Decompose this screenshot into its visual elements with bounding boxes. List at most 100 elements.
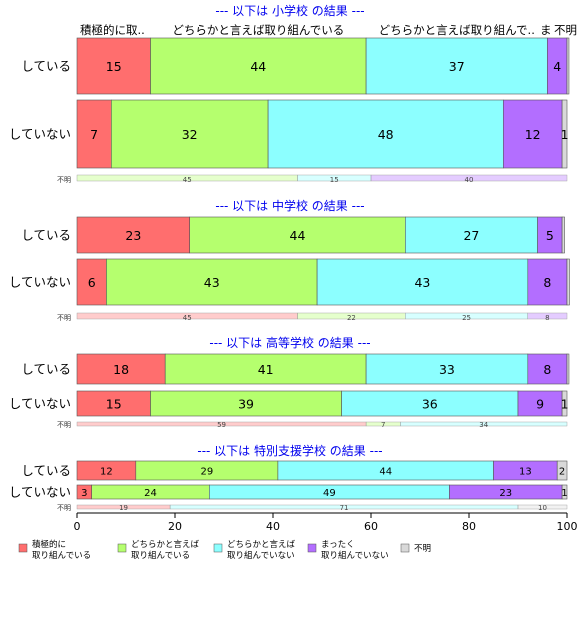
bar-value-label: 1: [561, 127, 569, 142]
panel-title: --- 以下は 高等学校 の結果 ---: [209, 335, 370, 350]
bar-segment: [150, 37, 367, 95]
legend-label: 積極的に取り組んでいる: [32, 539, 91, 561]
row-label: していない: [9, 485, 71, 500]
bar-value-label: 32: [182, 127, 198, 142]
bar-value-label: 33: [439, 362, 455, 377]
unknown-bar-segment: [527, 312, 568, 320]
unknown-bar-value-label: 8: [545, 314, 549, 322]
bar-segment: [561, 99, 568, 169]
legend-swatch: [117, 543, 127, 553]
bar-value-label: 7: [90, 127, 98, 142]
bar-value-label: 24: [144, 488, 157, 499]
bar-segment: [150, 390, 342, 417]
bar-value-label: 27: [463, 228, 479, 243]
top-category-label: ま: [540, 23, 552, 37]
row-label: している: [21, 59, 71, 74]
bar-segment: [537, 216, 563, 254]
bar-segment: [316, 258, 529, 306]
bar-value-label: 3: [81, 488, 87, 499]
bar-segment: [566, 258, 570, 306]
row-label: していない: [9, 127, 71, 142]
bar-value-label: 8: [543, 275, 551, 290]
legend-label: どちらかと言えば取り組んでいる: [131, 539, 200, 561]
bar-value-label: 18: [113, 362, 129, 377]
bar-value-label: 43: [204, 275, 220, 290]
bar-value-label: 9: [536, 396, 544, 411]
unknown-bar-value-label: 10: [538, 504, 547, 512]
bar-segment: [517, 390, 563, 417]
bar-segment: [267, 99, 504, 169]
panel-title: --- 以下は 中学校 の結果 ---: [215, 198, 364, 213]
legend-swatch: [307, 543, 317, 553]
bar-value-label: 44: [379, 466, 392, 477]
bar-segment: [527, 258, 568, 306]
bar-value-label: 2: [559, 466, 565, 477]
legend-label: まったく取り組んでいない: [321, 540, 389, 561]
bar-segment: [189, 216, 406, 254]
top-category-label: 不明: [554, 23, 577, 37]
bar-value-label: 23: [499, 488, 512, 499]
bar-value-label: 12: [100, 466, 113, 477]
bar-value-label: 15: [106, 396, 122, 411]
x-tick-label: 80: [462, 520, 476, 533]
bar-segment: [76, 258, 107, 306]
bar-segment: [76, 99, 112, 169]
bar-segment: [76, 37, 151, 95]
bar-segment: [561, 484, 568, 500]
unknown-bar-value-label: 45: [183, 314, 192, 322]
unknown-bar-segment: [370, 174, 568, 182]
bar-value-label: 39: [238, 396, 254, 411]
bar-value-label: 41: [258, 362, 274, 377]
bar-segment: [341, 390, 519, 417]
unknown-bar-value-label: 22: [347, 314, 356, 322]
unknown-bar-value-label: 59: [217, 421, 226, 429]
unknown-bar-value-label: 34: [479, 421, 488, 429]
bar-value-label: 5: [546, 228, 554, 243]
bar-value-label: 12: [525, 127, 541, 142]
unknown-bar-value-label: 15: [330, 176, 339, 184]
unknown-row-label: 不明: [57, 314, 71, 322]
bar-segment: [76, 353, 166, 385]
x-tick-label: 20: [168, 520, 182, 533]
legend-label: 不明: [414, 544, 431, 554]
top-category-label: 積極的に取..: [80, 23, 145, 37]
top-category-label: どちらかと言えば取り組んで..: [379, 23, 535, 37]
panel-title: --- 以下は 小学校 の結果 ---: [215, 3, 364, 18]
row-label: している: [21, 463, 71, 478]
unknown-bar-value-label: 71: [340, 504, 349, 512]
unknown-row-label: 不明: [57, 421, 71, 429]
bar-segment: [164, 353, 367, 385]
bar-value-label: 13: [519, 466, 532, 477]
bar-value-label: 8: [543, 362, 551, 377]
x-tick-label: 0: [74, 520, 81, 533]
bar-value-label: 1: [561, 488, 567, 499]
bar-segment: [502, 99, 563, 169]
top-category-label: どちらかと言えば取り組んでいる: [172, 23, 344, 37]
panel-title: --- 以下は 特別支援学校 の結果 ---: [197, 443, 382, 458]
bar-segment: [365, 37, 548, 95]
bar-value-label: 29: [200, 466, 213, 477]
bar-segment: [566, 353, 570, 385]
bar-segment: [566, 37, 570, 95]
bar-value-label: 1: [561, 396, 569, 411]
bar-value-label: 44: [290, 228, 306, 243]
bar-value-label: 36: [422, 396, 438, 411]
bar-segment: [106, 258, 318, 306]
unknown-bar-value-label: 19: [119, 504, 128, 512]
legend-label: どちらかと言えば取り組んでいない: [227, 539, 296, 561]
bar-segment: [111, 99, 269, 169]
bar-segment: [404, 216, 538, 254]
unknown-bar-segment: [517, 504, 568, 510]
x-tick-label: 40: [266, 520, 280, 533]
legend-swatch: [400, 543, 410, 553]
unknown-bar-value-label: 25: [462, 314, 471, 322]
legend-swatch: [18, 543, 28, 553]
bar-value-label: 6: [88, 275, 96, 290]
bar-value-label: 4: [553, 59, 561, 74]
bar-value-label: 37: [449, 59, 465, 74]
row-label: していない: [9, 396, 71, 411]
unknown-row-label: 不明: [57, 504, 71, 512]
bar-value-label: 49: [323, 488, 336, 499]
